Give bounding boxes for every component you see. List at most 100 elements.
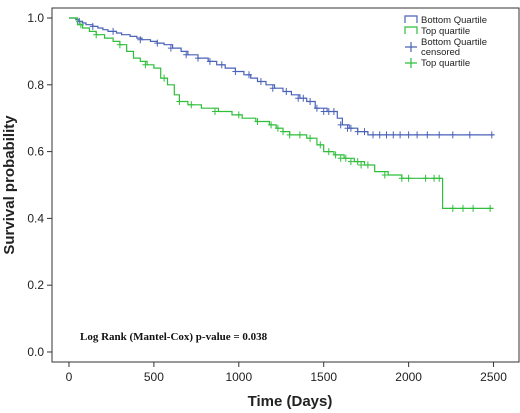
- censored-mark-bottom-quartile: [295, 94, 302, 102]
- censored-mark-top-quartile: [142, 61, 149, 69]
- censored-mark-top-quartile: [398, 174, 405, 182]
- censored-mark-bottom-quartile: [257, 78, 264, 85]
- censored-mark-bottom-quartile: [361, 128, 368, 136]
- legend-label: Top quartile: [421, 58, 470, 69]
- y-axis-title: Survival probability: [1, 115, 18, 255]
- x-axis-title: Time (Days): [248, 393, 333, 410]
- censored-mark-top-quartile: [161, 74, 168, 82]
- censored-mark-top-quartile: [268, 121, 275, 129]
- legend-label: Bottom Quartile censored: [421, 37, 487, 58]
- censored-mark-bottom-quartile: [269, 84, 276, 92]
- legend-cross-swatch: [405, 58, 417, 68]
- survival-curve-top-quartile: [69, 17, 494, 209]
- censored-mark-bottom-quartile: [370, 131, 376, 139]
- censored-mark-bottom-quartile: [466, 131, 473, 139]
- x-tick-label: 1000: [225, 370, 252, 384]
- legend-label: Bottom Quartile: [421, 15, 487, 26]
- censored-mark-top-quartile: [460, 204, 466, 212]
- y-axis: 0.0 0.2 0.4 0.6 0.8 1.0: [27, 11, 52, 359]
- log-rank-annotation: Log Rank (Mantel-Cox) p-value = 0.038: [80, 331, 268, 343]
- censored-mark-bottom-quartile: [449, 131, 456, 139]
- y-tick-label: 1.0: [27, 11, 44, 25]
- censored-mark-top-quartile: [280, 128, 286, 136]
- censored-mark-bottom-quartile: [414, 131, 421, 139]
- censored-mark-bottom-quartile: [424, 131, 431, 139]
- censored-mark-bottom-quartile: [154, 39, 161, 47]
- censored-mark-bottom-quartile: [195, 54, 201, 62]
- censored-mark-bottom-quartile: [383, 131, 390, 139]
- censored-mark-top-quartile: [212, 108, 218, 115]
- censored-mark-top-quartile: [317, 141, 324, 149]
- censored-mark-bottom-quartile: [347, 124, 354, 132]
- censored-mark-top-quartile: [307, 134, 314, 142]
- legend-swatch: [404, 26, 418, 34]
- censored-mark-bottom-quartile: [397, 131, 404, 139]
- censored-mark-top-quartile: [332, 151, 339, 159]
- censored-mark-bottom-quartile: [183, 51, 190, 59]
- censored-mark-top-quartile: [381, 171, 388, 179]
- plot-border: [51, 7, 520, 363]
- censored-mark-bottom-quartile: [320, 108, 327, 115]
- censored-mark-bottom-quartile: [376, 131, 383, 139]
- censored-mark-bottom-quartile: [325, 108, 332, 115]
- censored-mark-bottom-quartile: [436, 131, 443, 139]
- censored-mark-top-quartile: [286, 131, 293, 139]
- x-tick-label: 2500: [480, 370, 507, 384]
- y-tick-label: 0.8: [27, 78, 44, 92]
- censored-mark-bottom-quartile: [218, 61, 225, 69]
- legend-label: Top quartile: [421, 26, 470, 37]
- censored-mark-bottom-quartile: [246, 71, 252, 79]
- censored-mark-bottom-quartile: [354, 128, 361, 136]
- censored-mark-bottom-quartile: [137, 36, 144, 44]
- x-tick-label: 1500: [310, 370, 337, 384]
- censored-mark-top-quartile: [93, 31, 100, 39]
- censored-mark-top-quartile: [405, 174, 412, 182]
- legend-item-top-quartile-line: Top quartile: [404, 26, 470, 37]
- censored-mark-top-quartile: [354, 158, 361, 166]
- censored-mark-top-quartile: [254, 118, 261, 125]
- censored-mark-bottom-quartile: [337, 121, 344, 129]
- y-tick-label: 0.2: [27, 278, 44, 292]
- censored-mark-top-quartile: [188, 101, 195, 109]
- censored-mark-bottom-quartile: [405, 131, 412, 139]
- series-layer: [69, 17, 495, 212]
- censored-mark-top-quartile: [116, 41, 123, 49]
- censored-mark-top-quartile: [431, 174, 438, 182]
- plot-frame: [51, 7, 520, 363]
- censored-mark-top-quartile: [449, 204, 456, 212]
- censored-mark-top-quartile: [470, 204, 477, 212]
- censored-mark-top-quartile: [342, 154, 349, 162]
- censored-mark-top-quartile: [325, 148, 332, 156]
- censored-mark-top-quartile: [235, 111, 242, 119]
- censored-mark-bottom-quartile: [232, 68, 239, 75]
- y-tick-label: 0.6: [27, 145, 44, 159]
- legend-swatch: [404, 15, 418, 23]
- censored-mark-bottom-quartile: [206, 57, 213, 65]
- censored-mark-top-quartile: [347, 158, 354, 166]
- censored-mark-bottom-quartile: [300, 94, 307, 102]
- legend-cross-swatch: [405, 42, 417, 52]
- censored-mark-top-quartile: [364, 161, 371, 169]
- censored-mark-bottom-quartile: [167, 44, 174, 52]
- legend-item-top-quartile-cross: Top quartile: [405, 58, 470, 69]
- censored-mark-bottom-quartile: [283, 88, 290, 95]
- y-tick-label: 0.0: [27, 345, 44, 359]
- censored-mark-bottom-quartile: [488, 131, 495, 139]
- survival-curve-bottom-quartile: [69, 17, 494, 136]
- censored-mark-top-quartile: [296, 131, 303, 139]
- censored-mark-top-quartile: [487, 204, 494, 212]
- censored-mark-bottom-quartile: [110, 27, 117, 35]
- censored-mark-top-quartile: [436, 174, 443, 182]
- censored-mark-top-quartile: [337, 154, 344, 162]
- censored-mark-bottom-quartile: [330, 108, 337, 115]
- x-tick-label: 0: [66, 370, 73, 384]
- censored-mark-top-quartile: [176, 98, 183, 105]
- legend-item-bottom-quartile-line: Bottom Quartile: [404, 15, 487, 26]
- legend-item-bottom-quartile-censored-cross: Bottom Quartile censored: [405, 37, 487, 58]
- censored-mark-bottom-quartile: [307, 98, 314, 105]
- censored-mark-bottom-quartile: [390, 131, 397, 139]
- series-bottom-quartile: [69, 17, 495, 139]
- y-tick-label: 0.4: [27, 211, 44, 225]
